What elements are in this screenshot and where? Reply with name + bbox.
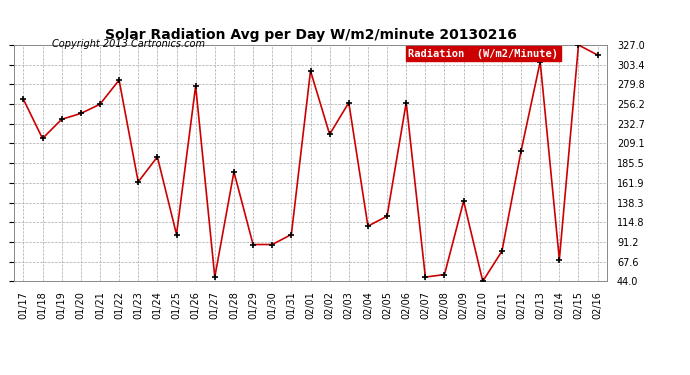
Text: Copyright 2013 Cartronics.com: Copyright 2013 Cartronics.com xyxy=(52,39,205,50)
Title: Solar Radiation Avg per Day W/m2/minute 20130216: Solar Radiation Avg per Day W/m2/minute … xyxy=(105,28,516,42)
Text: Radiation  (W/m2/Minute): Radiation (W/m2/Minute) xyxy=(408,48,558,58)
